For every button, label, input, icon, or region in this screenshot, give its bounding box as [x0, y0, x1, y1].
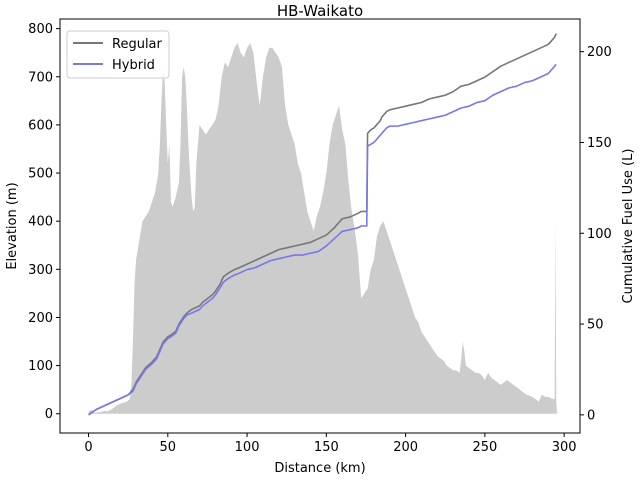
y-right-tick-label: 100	[587, 227, 612, 242]
series-line-regular	[88, 33, 557, 416]
y-left-tick-label: 100	[28, 359, 53, 374]
x-tick-label: 0	[84, 440, 92, 455]
y-left-tick-label: 200	[28, 311, 53, 326]
x-tick-label: 150	[314, 440, 339, 455]
y-left-tick-label: 300	[28, 263, 53, 278]
elevation-area	[88, 43, 558, 414]
y-left-tick-label: 400	[28, 215, 53, 230]
y-right-tick-label: 150	[587, 136, 612, 151]
x-ticks: 0 50 100 150 200 250 300	[84, 433, 577, 455]
y-left-tick-label: 0	[45, 407, 53, 422]
x-tick-label: 100	[235, 440, 260, 455]
y-left-tick-label: 800	[28, 22, 53, 37]
legend: Regular Hybrid	[66, 30, 170, 79]
y-right-tick-label: 50	[587, 318, 604, 333]
elevation-area-layer	[88, 43, 558, 414]
chart-title: HB-Waikato	[277, 2, 363, 20]
x-tick-label: 50	[160, 440, 177, 455]
x-axis-label: Distance (km)	[274, 461, 365, 476]
y-right-tick-label: 0	[587, 408, 595, 423]
legend-label-regular: Regular	[112, 37, 163, 52]
x-tick-label: 250	[472, 440, 497, 455]
y-axis-right-label: Cumulative Fuel Use (L)	[621, 149, 636, 304]
series-layer	[88, 33, 557, 416]
x-tick-label: 200	[393, 440, 418, 455]
y-ticks-left: 0 100 200 300 400 500 600 700 800	[28, 22, 60, 422]
y-axis-left-label: Elevation (m)	[5, 182, 20, 269]
y-ticks-right: 0 50 100 150 200	[580, 45, 612, 423]
series-line-hybrid	[88, 63, 557, 416]
y-right-tick-label: 200	[587, 45, 612, 60]
y-left-tick-label: 500	[28, 167, 53, 182]
plot-frame	[59, 18, 581, 434]
legend-label-hybrid: Hybrid	[112, 58, 155, 73]
x-tick-label: 300	[552, 440, 577, 455]
y-left-tick-label: 600	[28, 118, 53, 133]
y-left-tick-label: 700	[28, 70, 53, 85]
